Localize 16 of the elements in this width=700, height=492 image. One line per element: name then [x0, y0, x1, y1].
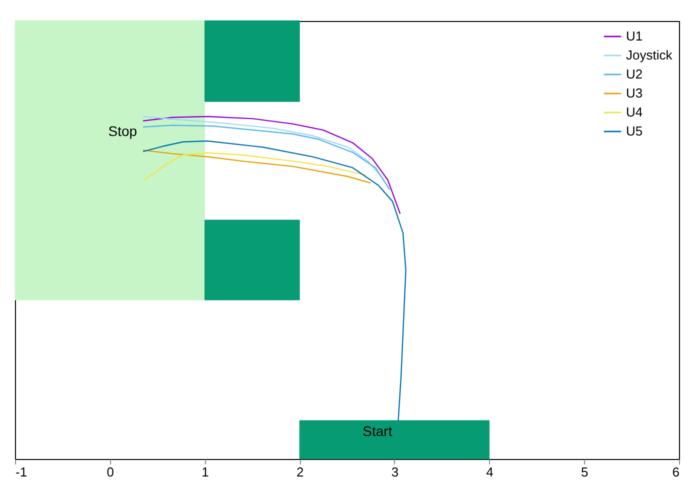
x-tick-label: 5	[581, 464, 588, 480]
legend-label: U4	[626, 104, 643, 120]
x-tick-label: 4	[486, 464, 494, 480]
annotation: Stop	[108, 122, 138, 139]
legend-label: U3	[626, 86, 643, 100]
annotation: Start	[362, 422, 392, 439]
x-tick-label: 1	[202, 464, 209, 480]
legend-label: U2	[626, 66, 643, 82]
x-tick-label: 3	[391, 464, 399, 480]
legend-label: U1	[626, 28, 643, 44]
legend-label: U5	[626, 124, 643, 138]
legend-label: Joystick	[626, 48, 673, 62]
x-tick-label: 2	[296, 464, 304, 480]
x-tick-label: -1	[16, 464, 28, 480]
x-tick-label: 6	[672, 464, 680, 480]
x-tick-label: 0	[106, 464, 114, 480]
